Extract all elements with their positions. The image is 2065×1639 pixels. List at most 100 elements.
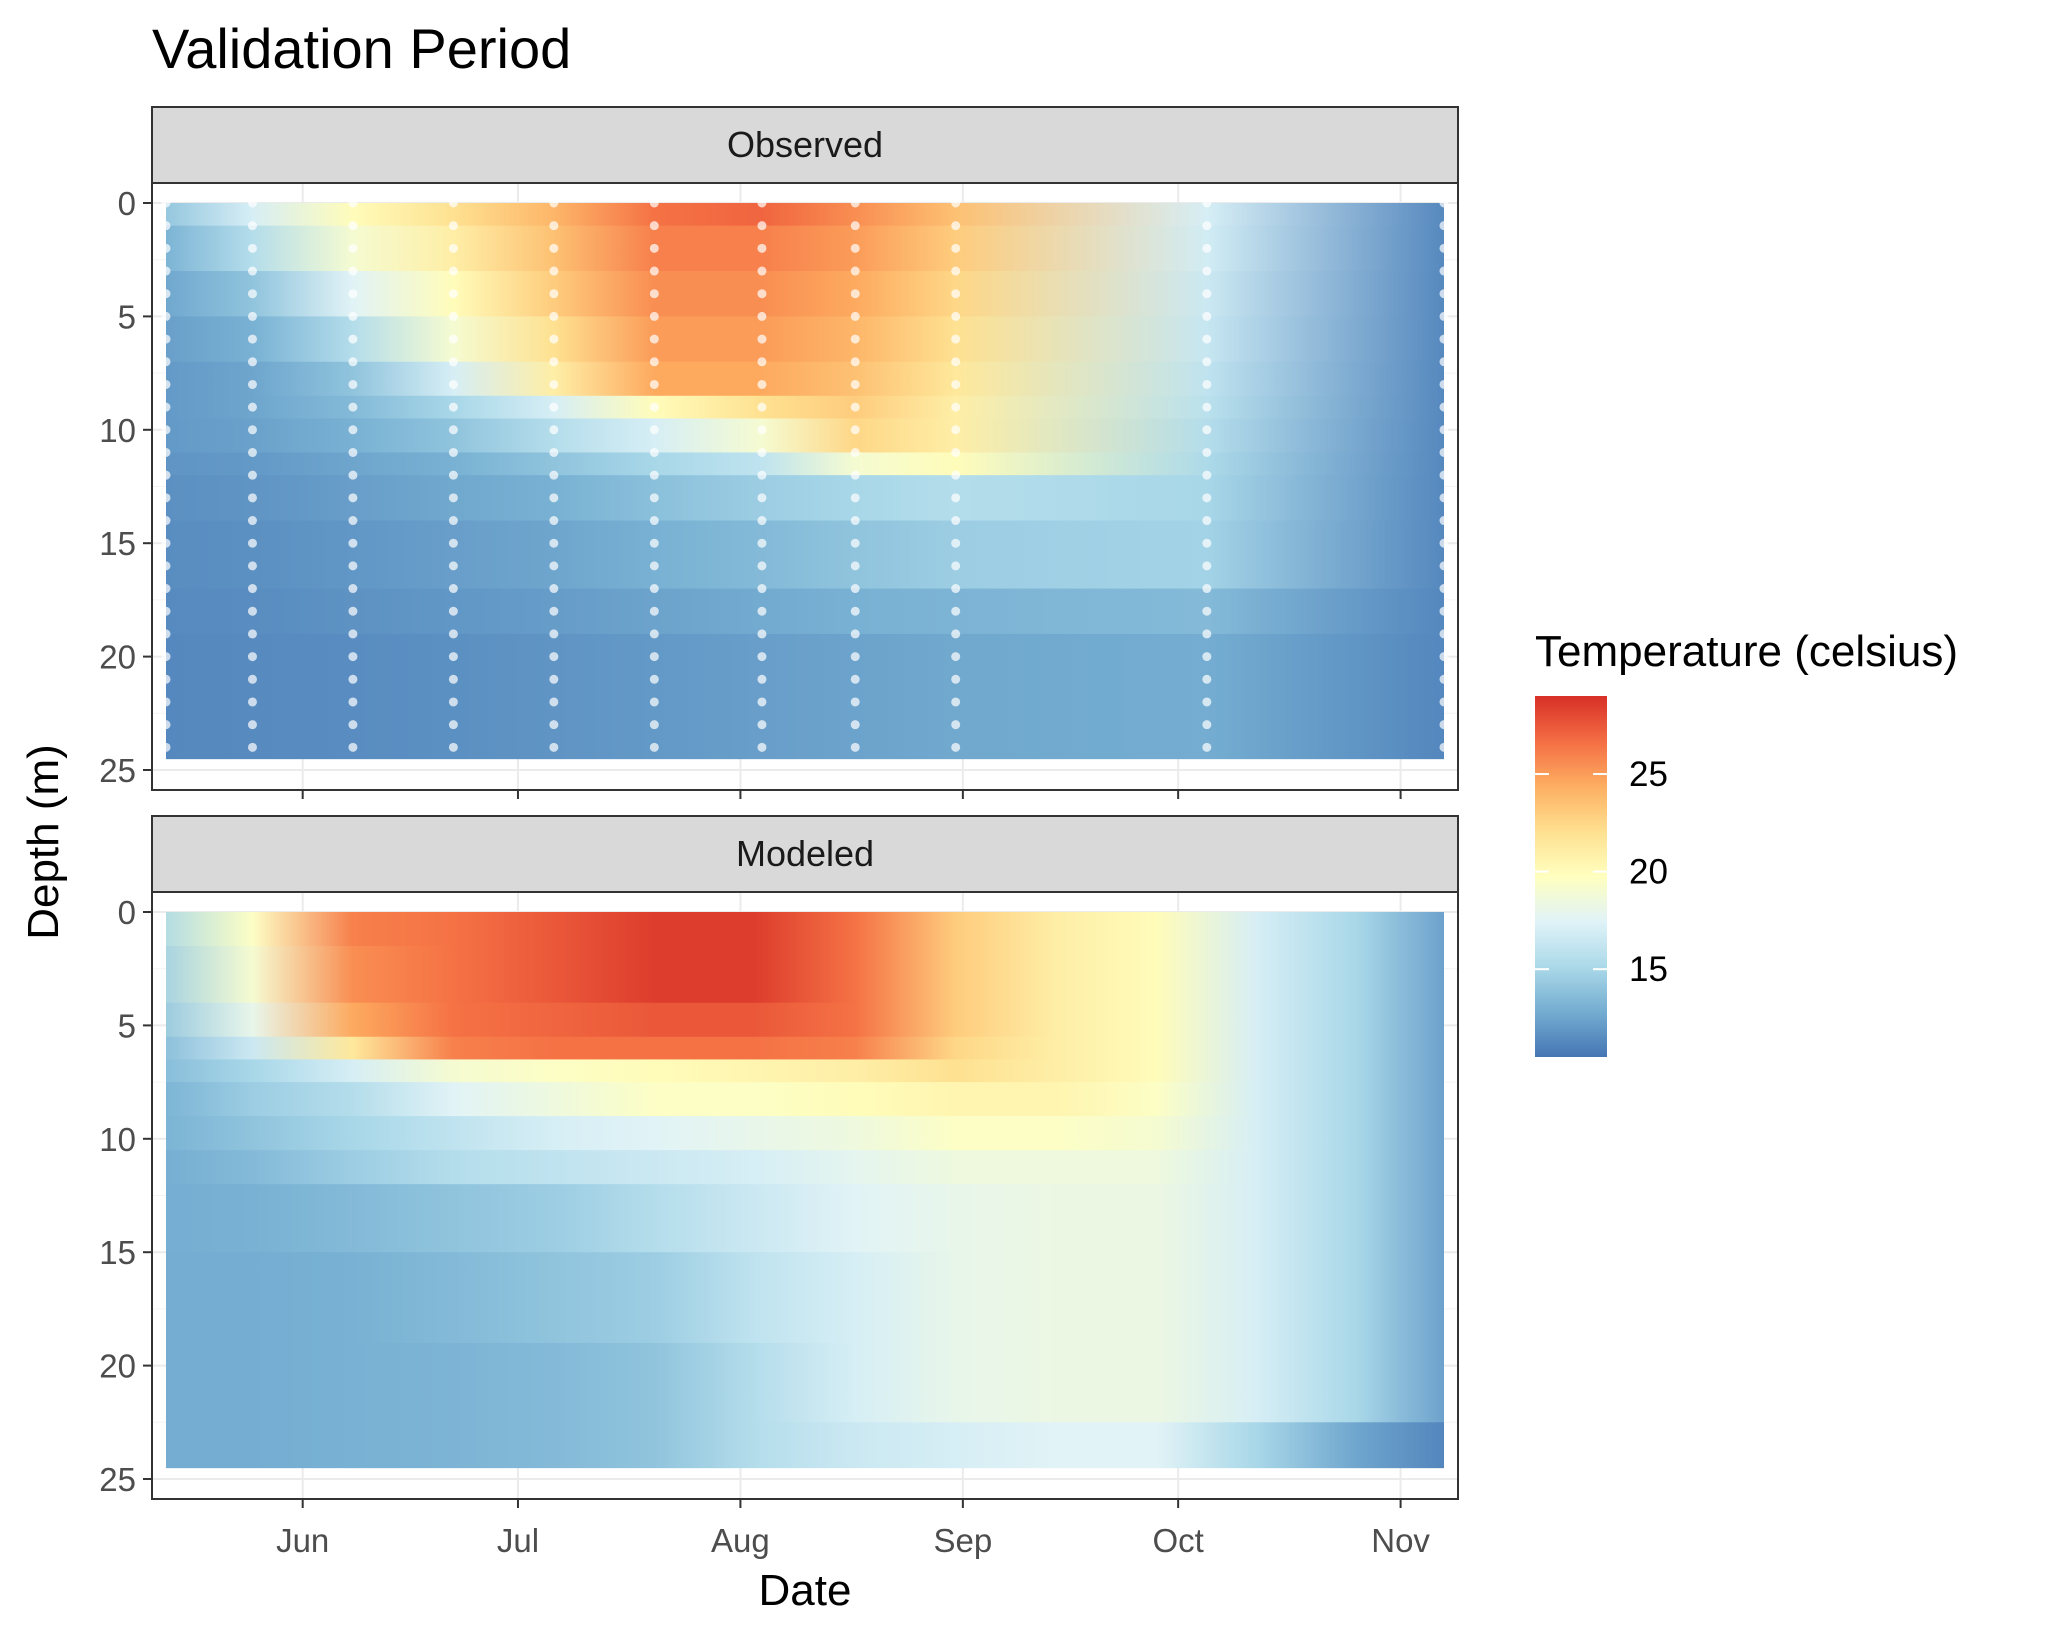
sample-point — [1202, 742, 1212, 752]
sample-point — [757, 652, 767, 662]
sample-point — [549, 243, 559, 253]
sample-point — [951, 198, 961, 208]
sample-point — [161, 334, 171, 344]
sample-point — [247, 674, 257, 684]
sample-point — [348, 289, 358, 299]
sample-point — [448, 266, 458, 276]
sample-point — [549, 289, 559, 299]
sample-point — [649, 516, 659, 526]
sample-point — [448, 606, 458, 616]
sample-point — [448, 697, 458, 707]
sample-point — [549, 266, 559, 276]
sample-point — [161, 266, 171, 276]
y-tick-label: 25 — [99, 752, 136, 789]
sample-point — [348, 198, 358, 208]
sample-point — [850, 674, 860, 684]
sample-point — [850, 289, 860, 299]
sample-point — [1439, 561, 1449, 571]
sample-point — [161, 470, 171, 480]
sample-point — [161, 584, 171, 594]
sample-point — [348, 447, 358, 457]
panel-border — [151, 891, 1459, 1500]
sample-point — [1202, 493, 1212, 503]
sample-point — [247, 516, 257, 526]
sample-point — [757, 470, 767, 480]
sample-points — [161, 198, 1449, 752]
sample-point — [247, 584, 257, 594]
sample-point — [448, 584, 458, 594]
sample-point — [448, 311, 458, 321]
heat-layer — [166, 271, 1444, 317]
sample-point — [757, 561, 767, 571]
sample-point — [549, 652, 559, 662]
heat-layer — [166, 1184, 1444, 1253]
sample-point — [649, 584, 659, 594]
sample-point — [549, 425, 559, 435]
legend-tick-label: 20 — [1629, 853, 1668, 892]
heat-layer — [166, 1422, 1444, 1469]
sample-point — [448, 289, 458, 299]
sample-point — [850, 697, 860, 707]
sample-point — [448, 629, 458, 639]
y-tick-label: 15 — [99, 1234, 136, 1271]
sample-point — [1439, 379, 1449, 389]
y-axis-label: Depth (m) — [19, 744, 68, 940]
sample-point — [951, 538, 961, 548]
sample-point — [649, 311, 659, 321]
sample-point — [951, 221, 961, 231]
sample-point — [951, 561, 961, 571]
x-axis-label: Date — [759, 1566, 852, 1615]
sample-point — [348, 334, 358, 344]
heat-layer — [166, 418, 1444, 453]
sample-point — [1202, 311, 1212, 321]
sample-point — [247, 606, 257, 616]
sample-point — [850, 334, 860, 344]
y-axis: 0 5 10 15 20 25 — [99, 185, 152, 789]
sample-point — [850, 516, 860, 526]
sample-point — [951, 447, 961, 457]
facet-label: Observed — [727, 124, 883, 165]
sample-point — [850, 538, 860, 548]
sample-point — [161, 674, 171, 684]
sample-point — [757, 402, 767, 412]
sample-point — [757, 606, 767, 616]
sample-point — [757, 243, 767, 253]
sample-point — [549, 311, 559, 321]
sample-point — [448, 243, 458, 253]
x-tick-label: Aug — [711, 1522, 770, 1559]
sample-point — [850, 402, 860, 412]
sample-point — [757, 289, 767, 299]
sample-point — [850, 425, 860, 435]
sample-point — [649, 606, 659, 616]
sample-point — [1439, 720, 1449, 730]
sample-point — [1439, 198, 1449, 208]
sample-point — [161, 198, 171, 208]
sample-point — [247, 538, 257, 548]
sample-point — [757, 198, 767, 208]
sample-point — [448, 742, 458, 752]
sample-point — [247, 697, 257, 707]
sample-point — [1202, 629, 1212, 639]
sample-point — [348, 266, 358, 276]
sample-point — [448, 652, 458, 662]
panel-observed: Observed 0 5 10 15 20 25 — [99, 106, 1459, 799]
sample-point — [1202, 561, 1212, 571]
sample-point — [348, 243, 358, 253]
sample-point — [247, 493, 257, 503]
sample-point — [951, 334, 961, 344]
sample-point — [549, 697, 559, 707]
sample-point — [247, 357, 257, 367]
sample-point — [348, 311, 358, 321]
sample-point — [649, 697, 659, 707]
sample-point — [161, 402, 171, 412]
sample-point — [649, 334, 659, 344]
sample-point — [850, 493, 860, 503]
y-tick-label: 15 — [99, 525, 136, 562]
sample-point — [649, 198, 659, 208]
y-tick-label: 0 — [118, 894, 136, 931]
sample-point — [649, 243, 659, 253]
sample-point — [549, 538, 559, 548]
sample-point — [448, 402, 458, 412]
sample-point — [348, 720, 358, 730]
